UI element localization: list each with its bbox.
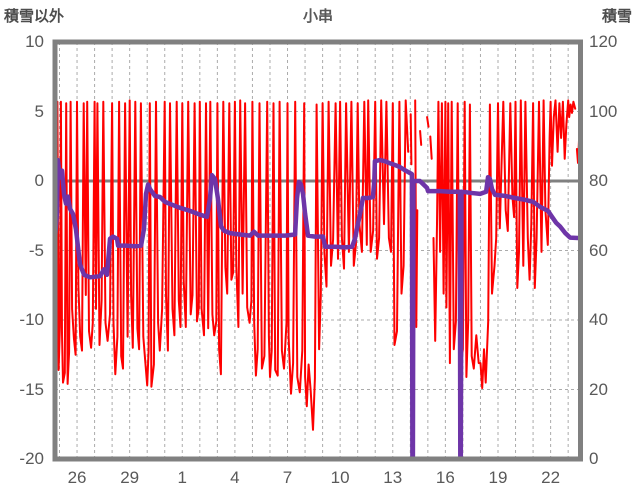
x-axis-tick-label: 4 (230, 468, 240, 487)
x-axis-tick-label: 1 (177, 468, 187, 487)
x-axis-tick-label: 7 (282, 468, 293, 487)
x-axis-tick-label: 10 (330, 468, 350, 487)
right-axis-tick-label: 40 (589, 310, 608, 329)
x-axis-tick-label: 16 (435, 468, 455, 487)
right-axis-tick-label: 0 (589, 449, 599, 468)
left-axis-tick-label: -15 (19, 379, 44, 399)
right-axis-tick-label: 100 (589, 101, 618, 121)
left-axis-tick-label: 0 (34, 171, 44, 190)
series-snow-depth-purple-line (55, 157, 581, 459)
right-axis-tick-label: 60 (589, 240, 608, 260)
x-axis-tick-label: 22 (541, 468, 561, 487)
x-axis-tick-label: 13 (383, 468, 403, 487)
left-axis-tick-label: 5 (34, 101, 44, 121)
right-axis-tick-label: 20 (589, 379, 608, 399)
left-axis-caption: 積雪以外 (4, 8, 65, 25)
x-axis-tick-label: 26 (67, 468, 87, 487)
left-axis-tick-label: -20 (19, 449, 44, 468)
left-axis-tick-label: -5 (28, 240, 44, 260)
x-axis-tick-label: 19 (488, 468, 508, 487)
right-axis-caption: 積雪 (601, 8, 632, 25)
plot-border (52, 39, 583, 462)
series-temperature-red-line (55, 99, 581, 431)
chart-title: 小串 (302, 8, 333, 25)
left-axis-tick-label: -10 (19, 310, 44, 329)
x-axis-tick-label: 29 (120, 468, 140, 487)
right-axis-tick-label: 80 (589, 171, 608, 190)
left-axis-tick-label: 10 (25, 32, 44, 51)
right-axis-tick-label: 120 (589, 32, 618, 51)
